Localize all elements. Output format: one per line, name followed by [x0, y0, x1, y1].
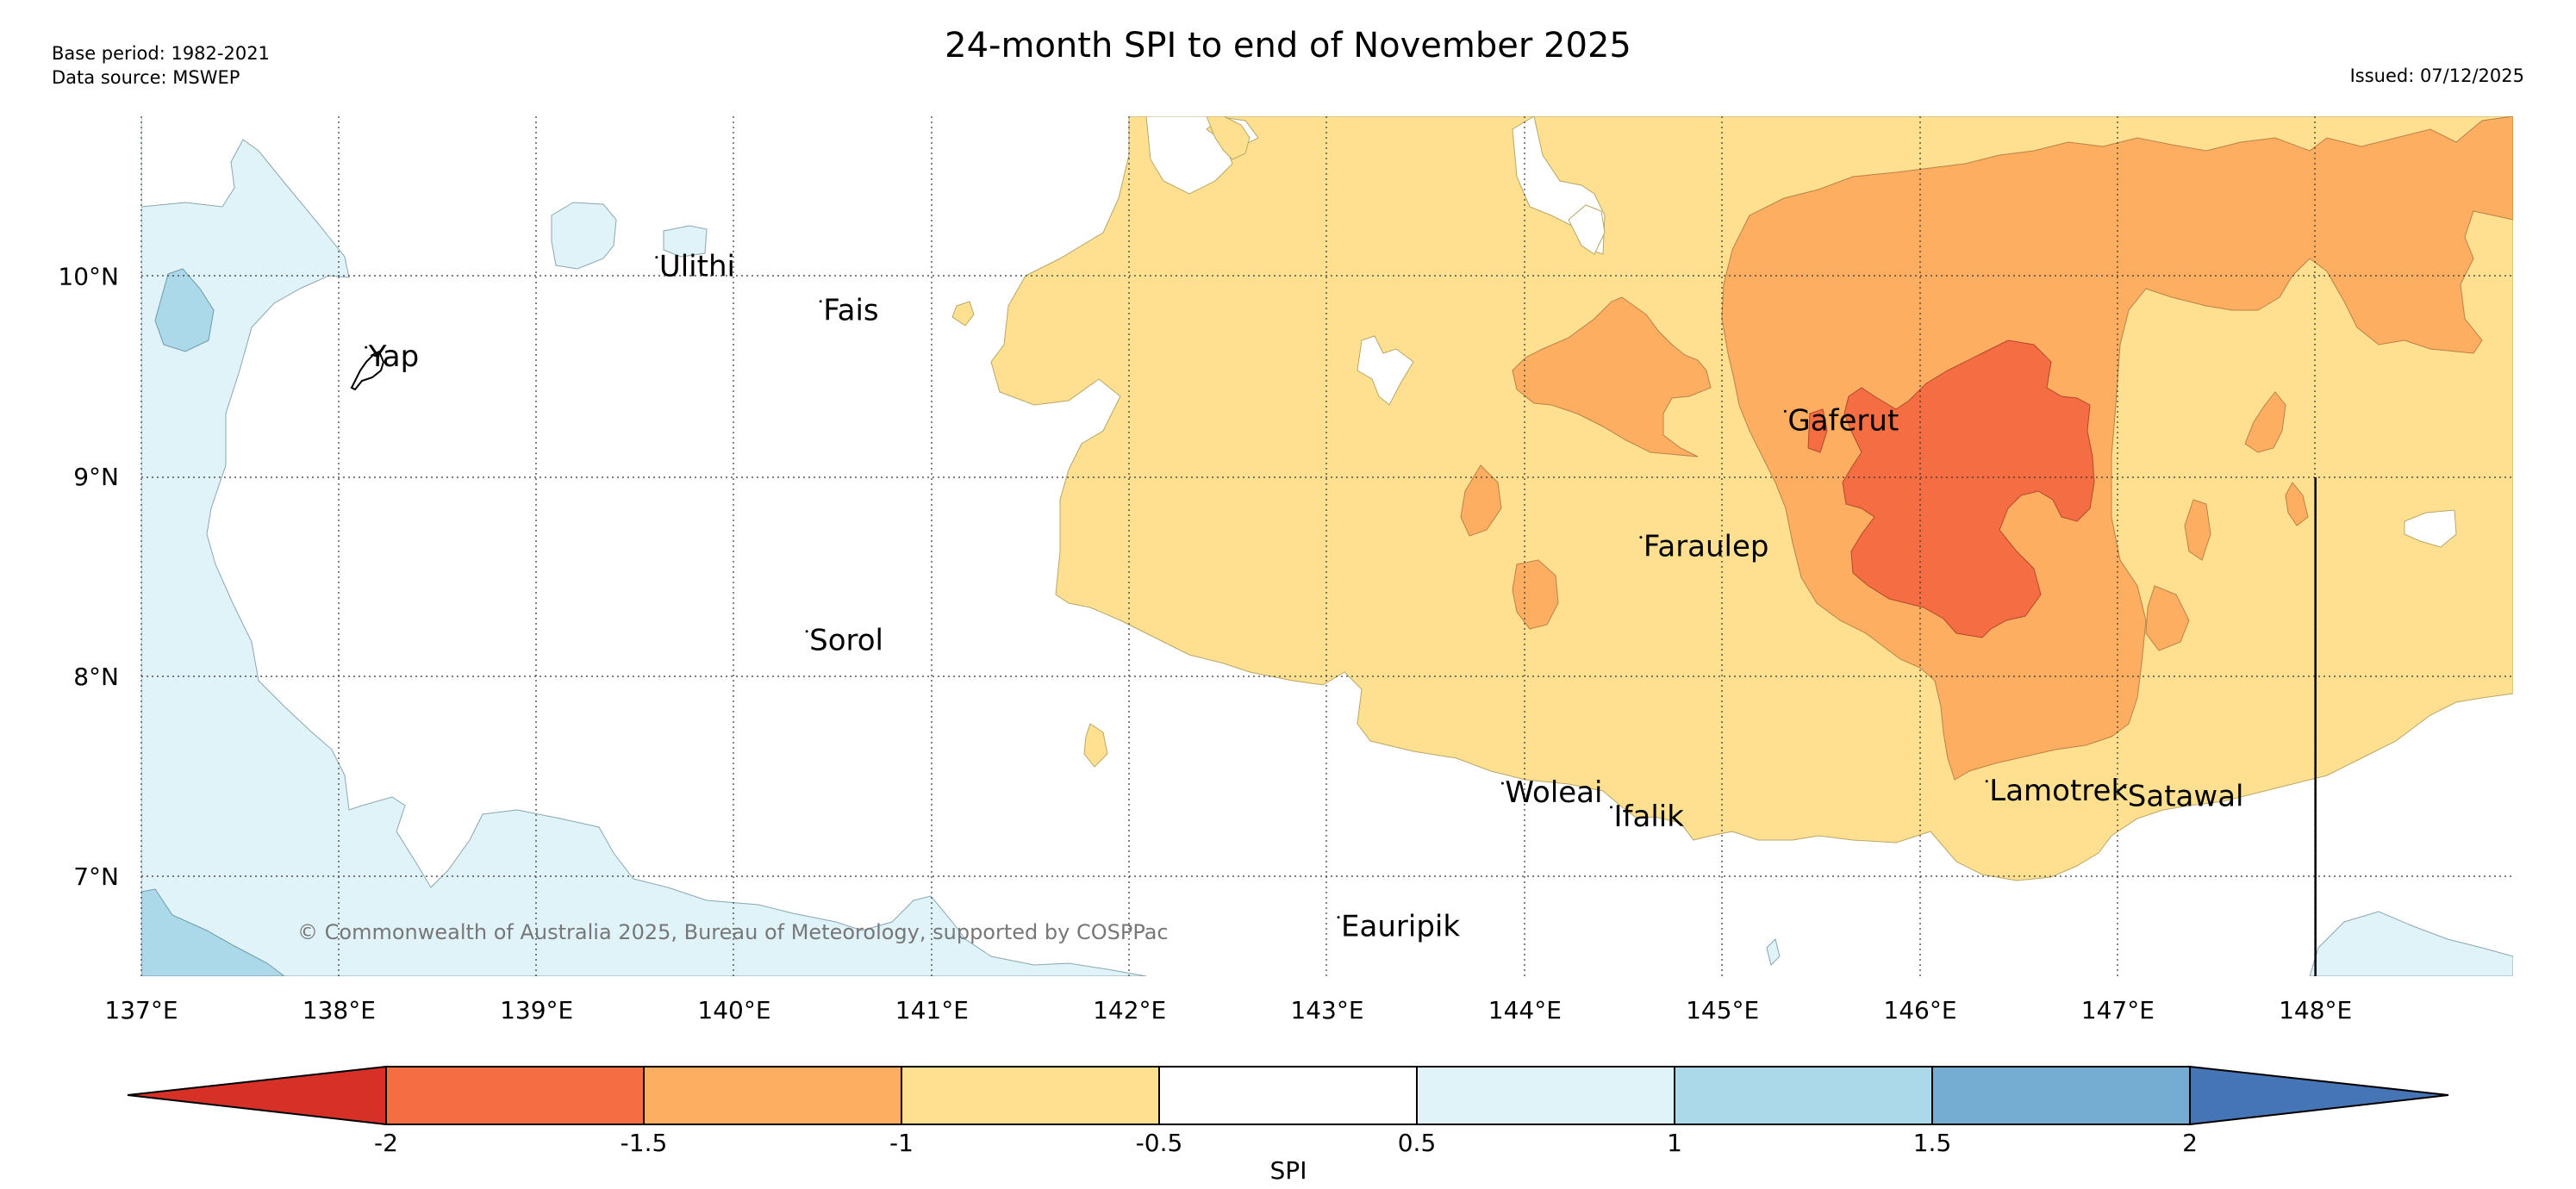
metadata-block: Base period: 1982-2021 Data source: MSWE… — [52, 41, 270, 90]
lon-tick-label: 144°E — [1488, 996, 1562, 1024]
place-marker — [1985, 780, 1988, 783]
colorbar-seg-extend-low — [127, 1065, 387, 1126]
spi-region-wet-ne — [551, 202, 617, 270]
lon-tick-label: 139°E — [500, 996, 573, 1024]
base-period-text: Base period: 1982-2021 — [52, 43, 270, 64]
spi-colorbar — [127, 1065, 2449, 1126]
lon-tick-label: 142°E — [1093, 996, 1166, 1024]
colorbar-tick-label: 0.5 — [1398, 1129, 1437, 1157]
spi-region-dry-orange-small-5 — [2244, 391, 2286, 453]
spi-field — [141, 116, 2513, 976]
copyright-notice: © Commonwealth of Australia 2025, Bureau… — [297, 920, 1169, 944]
spi-hole-3 — [1357, 335, 1414, 406]
issued-date: Issued: 07/12/2025 — [2349, 65, 2524, 86]
place-marker — [1783, 409, 1787, 413]
lat-tick-label: 10°N — [58, 263, 119, 291]
spi-region-wet-ulithi — [663, 225, 708, 258]
colorbar-seg-2 — [643, 1066, 902, 1125]
place-label: Yap — [368, 339, 420, 374]
place-label: Woleai — [1505, 775, 1602, 810]
spi-region-dry-orange-small-2 — [1512, 559, 1559, 630]
lon-tick-label: 143°E — [1290, 996, 1363, 1024]
spi-region-dry-orange-small-3 — [2184, 499, 2211, 561]
spi-region-dry-orange-small-1 — [1460, 464, 1502, 537]
spi-region-wet-blue-south — [141, 888, 285, 976]
place-marker — [819, 300, 822, 303]
lon-tick-label: 146°E — [1883, 996, 1956, 1024]
spi-hole-5 — [1568, 204, 1606, 255]
place-label: Lamotrek — [1989, 774, 2128, 808]
lon-tick-label: 137°E — [104, 996, 178, 1024]
place-marker — [655, 256, 658, 259]
lon-tick-label: 141°E — [895, 996, 969, 1024]
place-marker — [805, 630, 808, 633]
spi-region-wet-west — [141, 116, 1147, 976]
lon-tick-label: 147°E — [2081, 996, 2155, 1024]
colorbar-tick-label: -1 — [889, 1129, 914, 1157]
spi-hole-6 — [2404, 509, 2457, 548]
colorbar-seg-extend-high — [2189, 1065, 2449, 1126]
lon-tick-label: 148°E — [2279, 996, 2352, 1024]
place-label: Satawal — [2128, 780, 2244, 814]
place-marker — [1610, 806, 1613, 809]
place-label: Sorol — [809, 624, 883, 658]
place-label: Eauripik — [1341, 910, 1460, 944]
colorbar-seg-5 — [1416, 1066, 1675, 1125]
lon-tick-label: 138°E — [303, 996, 376, 1024]
spi-islet-3 — [1206, 116, 1251, 160]
spi-region-dry-orange-small-6 — [2285, 482, 2309, 526]
place-marker — [2124, 786, 2127, 789]
colorbar-seg-3 — [901, 1066, 1160, 1125]
colorbar-seg-4 — [1158, 1066, 1418, 1125]
place-label: Fais — [823, 294, 878, 328]
lon-tick-labels: 137°E 138°E 139°E 140°E 141°E 142°E 143°E 144°E… — [104, 996, 2352, 1024]
lat-tick-label: 9°N — [73, 463, 119, 491]
colorbar-tick-labels: -2 -1.5 -1 -0.5 0.5 1 1.5 2 — [374, 1129, 2198, 1157]
yap-island-outline — [350, 350, 385, 391]
spi-region-wet-se — [2309, 911, 2513, 976]
spi-region-dry-orange-small-4 — [2145, 585, 2190, 651]
place-marker — [1337, 916, 1340, 919]
colorbar-tick-label: 2 — [2182, 1129, 2198, 1157]
lat-tick-label: 8°N — [73, 663, 119, 691]
place-label: Ulithi — [659, 250, 735, 284]
place-label: Faraulep — [1644, 530, 1769, 564]
lon-tick-label: 145°E — [1686, 996, 1759, 1024]
lat-tick-label: 7°N — [73, 862, 119, 891]
place-marker — [1500, 781, 1504, 785]
colorbar-seg-6 — [1674, 1066, 1933, 1125]
place-label: Gaferut — [1787, 403, 1899, 438]
spi-islet-2 — [951, 301, 975, 327]
place-label: Ifalik — [1614, 800, 1685, 834]
lon-tick-label: 140°E — [697, 996, 770, 1024]
data-source-text: Data source: MSWEP — [52, 67, 240, 88]
spi-region-dry-orange-west — [1512, 296, 1712, 458]
place-labels: Yap Ulithi Fais Sorol Gaferut Faraulep Woleai I… — [365, 250, 2243, 944]
colorbar-seg-7 — [1931, 1066, 2191, 1125]
spi-islet-1 — [1083, 723, 1108, 768]
colorbar-tick-label: -2 — [374, 1129, 398, 1157]
spi-islet-4 — [1766, 938, 1781, 966]
lat-tick-labels: 10°N 9°N 8°N 7°N — [58, 263, 119, 891]
colorbar-tick-label: -1.5 — [621, 1129, 668, 1157]
spi-region-dry-core — [1842, 339, 2095, 638]
place-marker — [1639, 536, 1643, 539]
colorbar-tick-label: -0.5 — [1136, 1129, 1183, 1157]
colorbar-label: SPI — [1270, 1156, 1307, 1185]
colorbar-tick-label: 1.5 — [1913, 1129, 1952, 1157]
map-title: 24-month SPI to end of November 2025 — [945, 26, 1631, 65]
spi-region-dry-core-2 — [1807, 408, 1828, 453]
colorbar-tick-label: 1 — [1667, 1129, 1682, 1157]
place-marker — [365, 345, 368, 349]
colorbar-seg-1 — [385, 1066, 645, 1125]
